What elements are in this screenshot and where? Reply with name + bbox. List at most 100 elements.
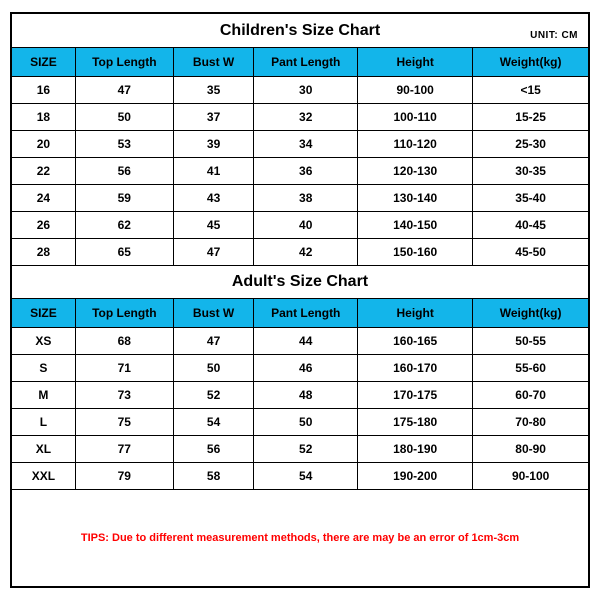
cell: 32 <box>254 103 358 130</box>
cell: S <box>12 354 75 381</box>
cell: 175-180 <box>358 408 473 435</box>
cell: 37 <box>173 103 254 130</box>
col-height: Height <box>358 299 473 327</box>
children-tbody: 1647353090-100<1518503732100-11015-25205… <box>12 76 588 265</box>
cell: 120-130 <box>358 157 473 184</box>
adult-header-row: SIZE Top Length Bust W Pant Length Heigh… <box>12 299 588 327</box>
cell: 55-60 <box>473 354 588 381</box>
cell: 45 <box>173 211 254 238</box>
col-bust-w: Bust W <box>173 48 254 76</box>
tips-text: TIPS: Due to different measurement metho… <box>81 532 519 544</box>
cell: 54 <box>254 462 358 489</box>
children-table: SIZE Top Length Bust W Pant Length Heigh… <box>12 48 588 265</box>
cell: 16 <box>12 76 75 103</box>
table-row: XXL795854190-20090-100 <box>12 462 588 489</box>
cell: 42 <box>254 238 358 265</box>
col-top-length: Top Length <box>75 48 173 76</box>
cell: 54 <box>173 408 254 435</box>
cell: 48 <box>254 381 358 408</box>
cell: 45-50 <box>473 238 588 265</box>
cell: 30 <box>254 76 358 103</box>
cell: 50 <box>173 354 254 381</box>
adult-tbody: XS684744160-16550-55S715046160-17055-60M… <box>12 327 588 489</box>
cell: 80-90 <box>473 435 588 462</box>
cell: 36 <box>254 157 358 184</box>
col-size: SIZE <box>12 48 75 76</box>
cell: 59 <box>75 184 173 211</box>
col-bust-w: Bust W <box>173 299 254 327</box>
cell: 52 <box>173 381 254 408</box>
cell: 140-150 <box>358 211 473 238</box>
cell: 56 <box>173 435 254 462</box>
cell: L <box>12 408 75 435</box>
cell: 110-120 <box>358 130 473 157</box>
unit-label: UNIT: CM <box>530 30 578 41</box>
cell: XL <box>12 435 75 462</box>
cell: XS <box>12 327 75 354</box>
cell: 160-170 <box>358 354 473 381</box>
table-row: 1647353090-100<15 <box>12 76 588 103</box>
cell: XXL <box>12 462 75 489</box>
cell: 60-70 <box>473 381 588 408</box>
cell: 22 <box>12 157 75 184</box>
cell: 68 <box>75 327 173 354</box>
cell: 15-25 <box>473 103 588 130</box>
table-row: XL775652180-19080-90 <box>12 435 588 462</box>
cell: 46 <box>254 354 358 381</box>
cell: 56 <box>75 157 173 184</box>
cell: 39 <box>173 130 254 157</box>
cell: 90-100 <box>358 76 473 103</box>
size-chart-frame: Children's Size Chart UNIT: CM SIZE Top … <box>10 12 590 588</box>
cell: 150-160 <box>358 238 473 265</box>
table-row: 18503732100-11015-25 <box>12 103 588 130</box>
col-top-length: Top Length <box>75 299 173 327</box>
cell: 75 <box>75 408 173 435</box>
cell: 30-35 <box>473 157 588 184</box>
table-row: L755450175-18070-80 <box>12 408 588 435</box>
cell: 79 <box>75 462 173 489</box>
cell: 25-30 <box>473 130 588 157</box>
cell: 20 <box>12 130 75 157</box>
col-height: Height <box>358 48 473 76</box>
cell: 160-165 <box>358 327 473 354</box>
cell: 65 <box>75 238 173 265</box>
cell: <15 <box>473 76 588 103</box>
cell: 47 <box>173 327 254 354</box>
cell: 38 <box>254 184 358 211</box>
cell: 35-40 <box>473 184 588 211</box>
col-pant-length: Pant Length <box>254 299 358 327</box>
tips-footer: TIPS: Due to different measurement metho… <box>12 489 588 586</box>
cell: 35 <box>173 76 254 103</box>
cell: 190-200 <box>358 462 473 489</box>
cell: 40 <box>254 211 358 238</box>
cell: 71 <box>75 354 173 381</box>
cell: 26 <box>12 211 75 238</box>
cell: 44 <box>254 327 358 354</box>
cell: 47 <box>75 76 173 103</box>
col-weight: Weight(kg) <box>473 299 588 327</box>
cell: 52 <box>254 435 358 462</box>
cell: 18 <box>12 103 75 130</box>
cell: M <box>12 381 75 408</box>
col-pant-length: Pant Length <box>254 48 358 76</box>
cell: 50 <box>254 408 358 435</box>
adult-table: SIZE Top Length Bust W Pant Length Heigh… <box>12 299 588 489</box>
children-title: Children's Size Chart <box>220 22 380 40</box>
table-row: 22564136120-13030-35 <box>12 157 588 184</box>
table-row: XS684744160-16550-55 <box>12 327 588 354</box>
children-header-row: SIZE Top Length Bust W Pant Length Heigh… <box>12 48 588 76</box>
adult-title: Adult's Size Chart <box>232 273 368 291</box>
cell: 50 <box>75 103 173 130</box>
cell: 73 <box>75 381 173 408</box>
cell: 170-175 <box>358 381 473 408</box>
cell: 62 <box>75 211 173 238</box>
cell: 50-55 <box>473 327 588 354</box>
table-row: 24594338130-14035-40 <box>12 184 588 211</box>
adult-section-header: Adult's Size Chart <box>12 265 588 299</box>
col-weight: Weight(kg) <box>473 48 588 76</box>
cell: 130-140 <box>358 184 473 211</box>
children-section-header: Children's Size Chart UNIT: CM <box>12 14 588 48</box>
cell: 41 <box>173 157 254 184</box>
cell: 58 <box>173 462 254 489</box>
cell: 43 <box>173 184 254 211</box>
